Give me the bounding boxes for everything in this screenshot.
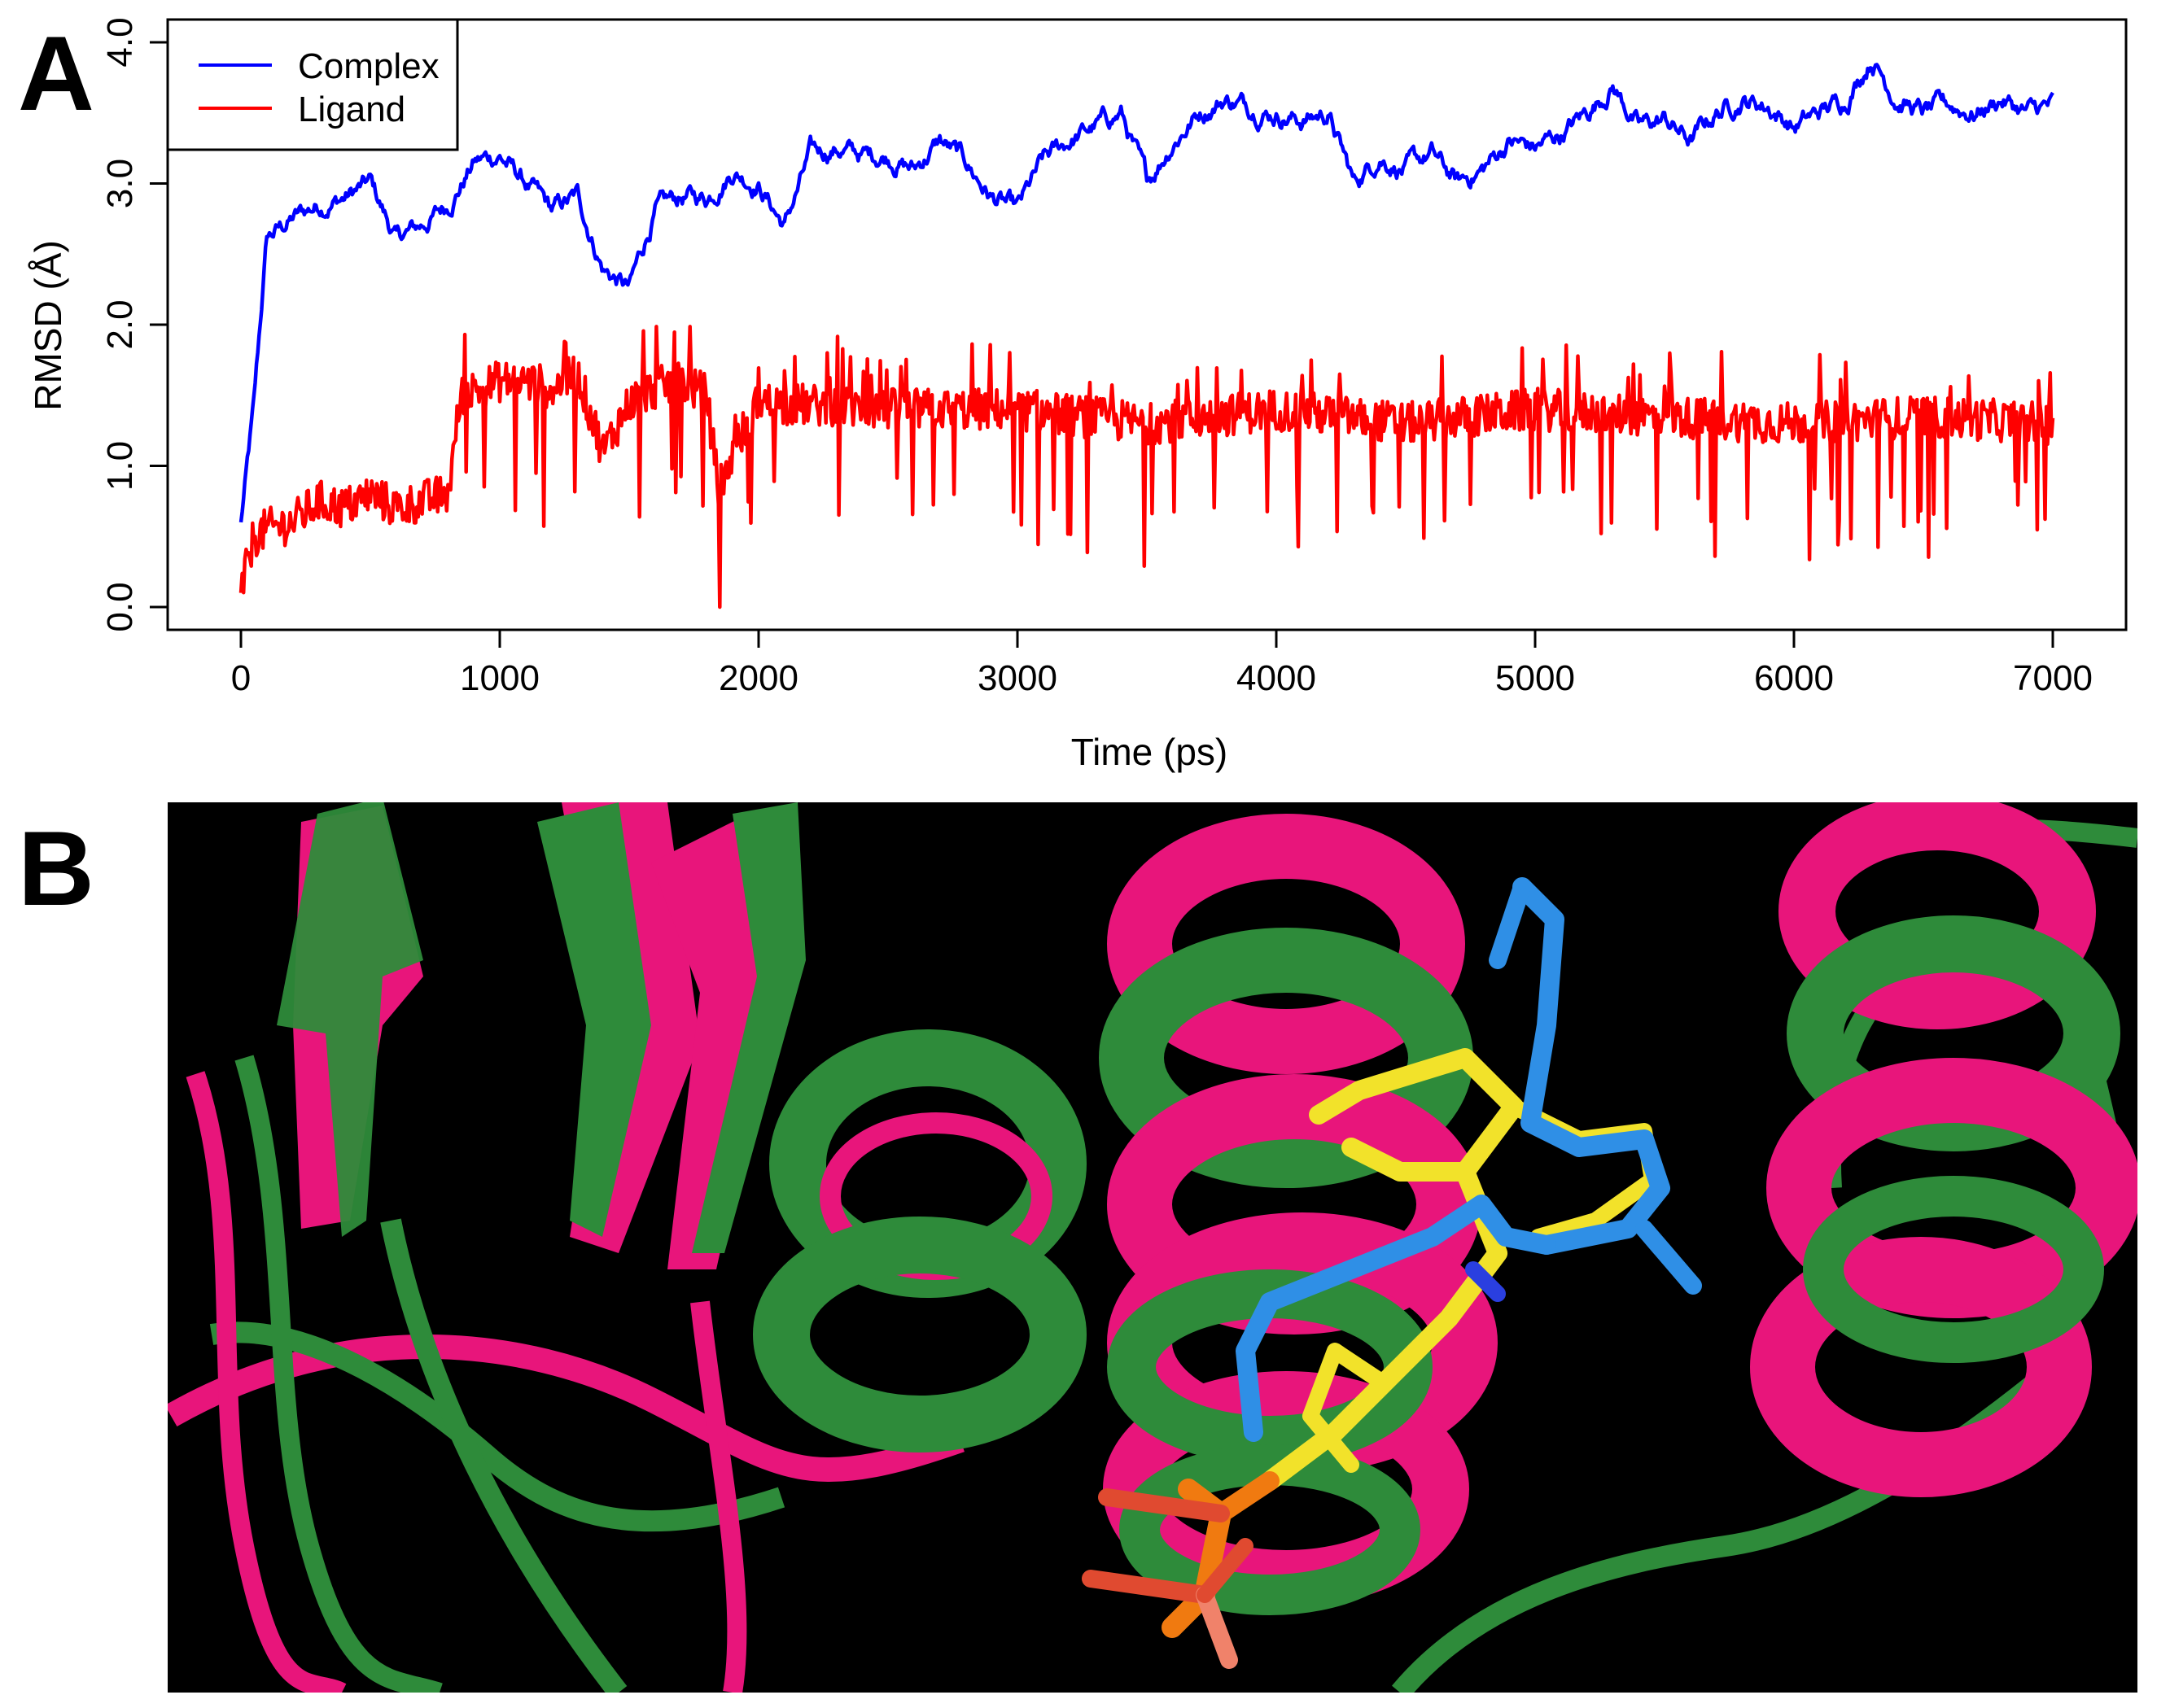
x-axis-label: Time (ps): [1071, 731, 1228, 773]
rmsd-chart: 0 1000 2000 3000 4000 5000 6000 7000 0.0 1.0 2.0 3…: [27, 17, 2128, 773]
y-axis: 0.0 1.0 2.0 3.0 4.0: [100, 17, 168, 632]
x-tick-label-3000: 3000: [978, 658, 1057, 698]
loop-green-1: [209, 1321, 785, 1532]
series-layer: [238, 63, 2055, 609]
x-tick-label-2000: 2000: [719, 658, 798, 698]
beta-strand-magenta-3: [651, 814, 781, 1269]
y-tick-label-0: 0.0: [100, 582, 140, 631]
legend-label-complex: Complex: [298, 46, 440, 86]
plot-frame: [166, 18, 2128, 631]
series-line-ligand: [238, 325, 2055, 609]
panel-b-label: B: [18, 809, 94, 928]
y-axis-label: RMSD (Å): [27, 240, 69, 411]
x-tick-label-1000: 1000: [460, 658, 540, 698]
loop-green-3: [380, 1218, 628, 1693]
beta-strand-green-1: [277, 802, 423, 1237]
y-tick-label-1: 1.0: [100, 441, 140, 491]
y-tick-label-4: 4.0: [100, 17, 140, 67]
ligand-phosphate: [1082, 1471, 1280, 1669]
y-tick-label-2: 2.0: [100, 299, 140, 349]
x-tick-label-7000: 7000: [2013, 658, 2093, 698]
legend: Complex Ligand: [166, 18, 459, 151]
loop-magenta-2: [186, 1071, 347, 1693]
x-axis: 0 1000 2000 3000 4000 5000 6000 7000: [231, 630, 2093, 698]
series-line-complex: [238, 63, 2054, 523]
beta-strand-green-3: [692, 802, 806, 1253]
x-tick-label-6000: 6000: [1754, 658, 1834, 698]
panel-a-label: A: [18, 14, 94, 133]
loop-magenta-3: [690, 1300, 747, 1693]
helix-right: [1750, 802, 2137, 1497]
x-tick-label-5000: 5000: [1495, 658, 1575, 698]
helix-center-left: [753, 1029, 1087, 1452]
legend-label-ligand: Ligand: [298, 90, 405, 129]
protein-structure-view: [168, 802, 2137, 1693]
x-tick-label-0: 0: [231, 658, 251, 698]
loop-green-2: [234, 1055, 443, 1693]
legend-box: [166, 18, 459, 151]
y-tick-label-3: 3.0: [100, 159, 140, 208]
ligand-blue: [1236, 877, 1702, 1442]
beta-strand-green-2: [537, 802, 651, 1237]
x-tick-label-4000: 4000: [1236, 658, 1316, 698]
